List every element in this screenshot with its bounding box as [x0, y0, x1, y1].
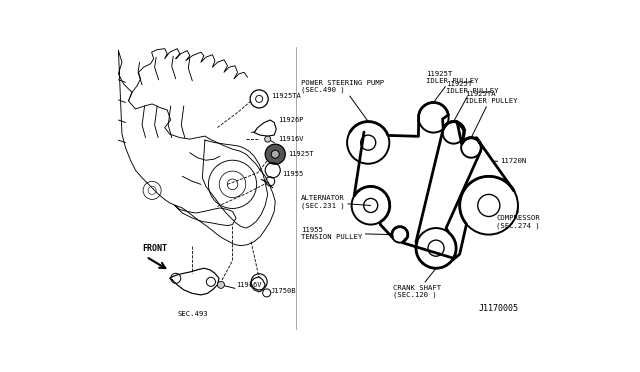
Text: 11916V: 11916V [278, 136, 303, 142]
Text: 11925T
IDLER PULLEY: 11925T IDLER PULLEY [446, 81, 499, 122]
Text: 11955: 11955 [282, 171, 303, 177]
Circle shape [271, 150, 279, 158]
Text: FRONT: FRONT [142, 244, 167, 253]
Text: J1750B: J1750B [270, 288, 296, 294]
Text: J1170005: J1170005 [479, 305, 519, 314]
Text: ALTERNATOR
(SEC.231 ): ALTERNATOR (SEC.231 ) [301, 195, 371, 209]
Text: 11720N: 11720N [494, 158, 527, 164]
Text: 11955
TENSION PULLEY: 11955 TENSION PULLEY [301, 227, 392, 240]
Circle shape [265, 136, 271, 142]
Text: POWER STEERING PUMP
(SEC.490 ): POWER STEERING PUMP (SEC.490 ) [301, 80, 385, 122]
Circle shape [218, 281, 225, 288]
Text: 11925TA: 11925TA [271, 93, 300, 99]
Text: 11925T: 11925T [288, 151, 314, 157]
Text: 11925TA
IDLER PULLEY: 11925TA IDLER PULLEY [465, 91, 517, 138]
Text: CRANK SHAFT
(SEC.120 ): CRANK SHAFT (SEC.120 ) [394, 268, 442, 298]
Text: SEC.493: SEC.493 [177, 311, 207, 317]
Text: 11926P: 11926P [278, 117, 303, 123]
Text: COMPRESSOR
(SEC.274 ): COMPRESSOR (SEC.274 ) [497, 205, 540, 229]
Text: 11916V: 11916V [236, 282, 262, 288]
Text: 11925T
IDLER PULLEY: 11925T IDLER PULLEY [426, 71, 479, 102]
Circle shape [265, 144, 285, 164]
